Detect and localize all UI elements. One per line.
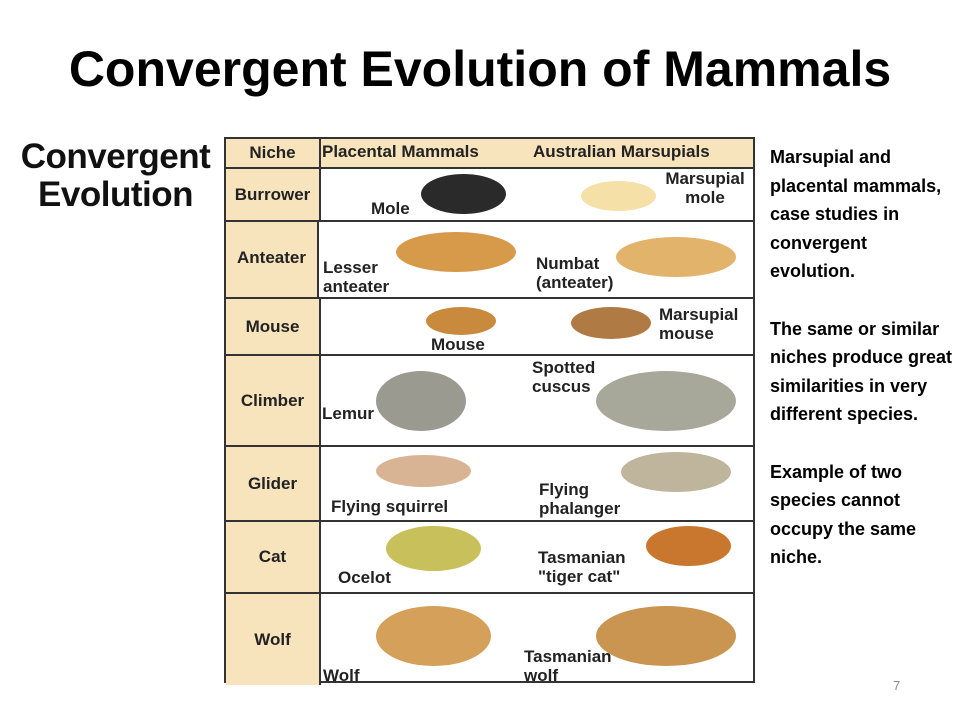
- niche-cell: Climber: [226, 356, 321, 445]
- placental-label: Flying squirrel: [331, 497, 449, 516]
- placental-label: Ocelot: [338, 568, 391, 587]
- tiger-cat-illustration: [646, 526, 731, 566]
- marsupial-label: Marsupial mouse: [659, 305, 739, 343]
- niche-cell: Burrower: [226, 169, 321, 220]
- page-number: 7: [893, 678, 901, 693]
- placental-label: Mole: [371, 199, 410, 218]
- flying-squirrel-illustration: [376, 455, 471, 487]
- table-row: Mouse Mouse Marsupial mouse: [226, 297, 753, 354]
- ocelot-illustration: [386, 526, 481, 571]
- notes-text: Marsupial and placental mammals, case st…: [770, 143, 955, 601]
- header-niche: Niche: [226, 139, 321, 167]
- note-paragraph: Example of two species cannot occupy the…: [770, 461, 917, 568]
- marsupial-label: Tasmanian wolf: [524, 647, 612, 685]
- table-row: Glider Flying squirrel Flying phalanger: [226, 445, 753, 520]
- placental-label: Lesser anteater: [323, 258, 390, 296]
- niche-cell: Anteater: [226, 222, 319, 297]
- marsupial-label: Spotted cuscus: [532, 358, 596, 396]
- header-placental: Placental Mammals: [322, 142, 479, 161]
- niche-cell: Cat: [226, 522, 321, 592]
- header-marsupial: Australian Marsupials: [533, 142, 710, 161]
- table-row: Wolf Wolf Tasmanian wolf: [226, 592, 753, 685]
- table-row: Climber Lemur Spotted cuscus: [226, 354, 753, 445]
- convergent-evolution-table: Niche Placental Mammals Australian Marsu…: [224, 137, 755, 685]
- marsupial-label: Tasmanian "tiger cat": [538, 548, 626, 586]
- marsupial-label: Marsupial mole: [665, 169, 745, 207]
- niche-cell: Wolf: [226, 594, 321, 685]
- marsupial-label: Numbat (anteater): [536, 254, 614, 292]
- slide-title: Convergent Evolution of Mammals: [68, 41, 892, 97]
- mole-illustration: [421, 174, 506, 214]
- lemur-illustration: [376, 371, 466, 431]
- table-row: Anteater Lesser anteater Numbat (anteate…: [226, 220, 753, 297]
- placental-label: Mouse: [431, 335, 485, 354]
- wolf-illustration: [376, 606, 491, 666]
- table-header: Niche Placental Mammals Australian Marsu…: [226, 139, 753, 167]
- niche-cell: Glider: [226, 447, 321, 520]
- marsupial-mole-illustration: [581, 181, 656, 211]
- cuscus-illustration: [596, 371, 736, 431]
- tasmanian-wolf-illustration: [596, 606, 736, 666]
- placental-label: Lemur: [322, 404, 374, 423]
- figure-heading: Convergent Evolution: [8, 138, 223, 214]
- marsupial-label: Flying phalanger: [539, 480, 621, 518]
- anteater-illustration: [396, 232, 516, 272]
- mouse-illustration: [426, 307, 496, 335]
- table-row: Cat Ocelot Tasmanian "tiger cat": [226, 520, 753, 592]
- niche-cell: Mouse: [226, 299, 321, 354]
- note-paragraph: Marsupial and placental mammals, case st…: [770, 147, 942, 282]
- figure-heading-line: Convergent: [20, 137, 211, 176]
- figure-heading-line: Evolution: [38, 175, 193, 214]
- table-row: Burrower Mole Marsupial mole: [226, 167, 753, 220]
- placental-label: Wolf: [323, 666, 360, 685]
- marsupial-mouse-illustration: [571, 307, 651, 339]
- flying-phalanger-illustration: [621, 452, 731, 492]
- numbat-illustration: [616, 237, 736, 277]
- note-paragraph: The same or similar niches produce great…: [770, 318, 953, 425]
